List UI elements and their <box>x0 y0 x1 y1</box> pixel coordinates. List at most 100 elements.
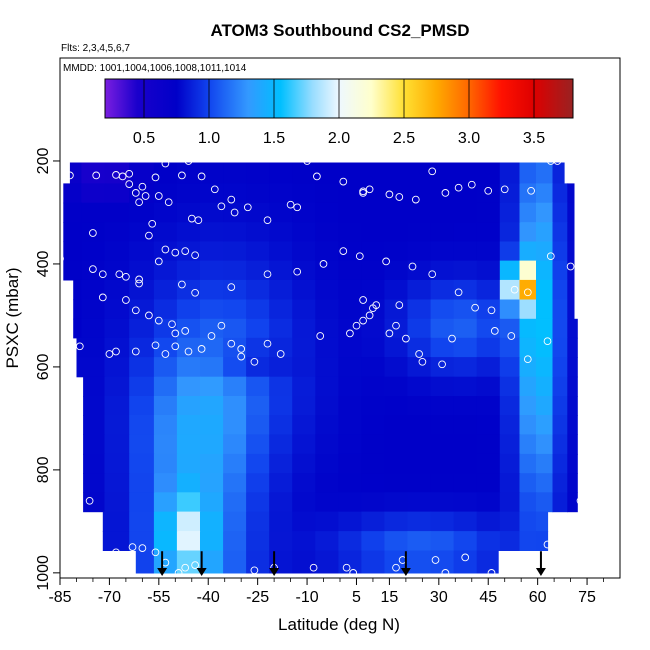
heatmap-cell <box>519 415 537 435</box>
heatmap-cell <box>246 202 270 223</box>
heatmap-cell <box>499 202 521 223</box>
profile-arrows <box>157 551 546 576</box>
heatmap-cell <box>536 511 549 532</box>
heatmap-cell <box>552 183 568 204</box>
observation-point <box>138 544 147 552</box>
heatmap-cell <box>153 162 178 184</box>
heatmap-cell <box>361 550 386 574</box>
observation-point <box>546 252 555 261</box>
heatmap-cell <box>200 511 224 532</box>
observation-point <box>105 350 114 358</box>
heatmap-cell <box>536 202 554 223</box>
heatmap-cell <box>567 396 578 416</box>
heatmap-cell <box>153 241 178 262</box>
heatmap-cell <box>476 162 501 184</box>
heatmap-cell <box>499 260 521 281</box>
observation-point <box>178 171 186 180</box>
heatmap-cell <box>73 318 82 339</box>
heatmap-cell <box>499 511 521 532</box>
heatmap-cell <box>476 396 501 416</box>
heatmap-cell <box>476 260 501 281</box>
observation-point <box>230 208 239 217</box>
heatmap-cell <box>135 550 155 574</box>
observation-point <box>543 337 552 346</box>
heatmap-cell <box>361 396 386 416</box>
x-tick-label: -85 <box>48 589 71 606</box>
heatmap-cell <box>476 222 501 243</box>
heatmap-cell <box>430 511 455 532</box>
heatmap-cell <box>384 511 409 532</box>
heatmap-cell <box>292 415 316 435</box>
heatmap-cell <box>430 492 455 513</box>
heatmap-cell <box>338 396 363 416</box>
y-tick-label: 600 <box>35 353 52 380</box>
heatmap-cell <box>269 550 293 574</box>
heatmap-cell <box>384 318 409 339</box>
heatmap-cell <box>104 434 130 455</box>
heatmap-cell <box>567 202 575 223</box>
observation-point <box>392 321 400 330</box>
observation-point <box>576 496 585 505</box>
observation-point <box>171 248 180 257</box>
heatmap-cell <box>519 202 537 223</box>
heatmap-cell <box>292 299 316 320</box>
heatmap-cell <box>407 337 432 358</box>
observation-point <box>487 569 496 577</box>
colorbar-ticks: 0.5 1.0 1.5 2.0 2.5 3.0 3.5 <box>133 79 545 147</box>
heatmap-cell <box>476 337 501 358</box>
heatmap-cell <box>519 511 537 532</box>
profile-arrow-head <box>157 567 168 576</box>
heatmap-cell <box>81 279 106 301</box>
heatmap-cell <box>430 453 455 474</box>
heatmap-cell <box>430 550 455 574</box>
heatmap-cell <box>567 473 578 493</box>
heatmap-cell <box>153 473 178 493</box>
x-tick-label: -70 <box>98 589 121 606</box>
heatmap-cell <box>176 299 201 320</box>
heatmap-cell <box>338 260 363 281</box>
observation-point <box>164 198 173 207</box>
observation-point <box>112 548 120 557</box>
observation-point <box>217 202 226 211</box>
heatmap-cell <box>315 279 339 301</box>
heatmap-cell <box>176 222 201 243</box>
heatmap-cell <box>567 434 578 455</box>
heatmap-cell <box>519 318 537 339</box>
observation-point <box>487 306 496 315</box>
heatmap-cell <box>176 183 201 204</box>
observation-point <box>507 332 516 340</box>
heatmap-cell <box>73 279 82 301</box>
heatmap-cell <box>269 473 293 493</box>
heatmap-cell <box>83 473 106 493</box>
heatmap-cell <box>536 337 554 358</box>
heatmap-cell <box>292 511 316 532</box>
observation-point <box>135 275 143 284</box>
observation-point <box>454 183 463 192</box>
heatmap-cell <box>63 241 82 262</box>
heatmap-cell <box>567 241 575 262</box>
heatmap-cell <box>200 279 224 301</box>
heatmap-cell <box>315 162 339 184</box>
heatmap-cell <box>200 241 224 262</box>
heatmap-cell <box>499 279 521 301</box>
heatmap-cell <box>430 337 455 358</box>
observation-point <box>174 569 183 577</box>
heatmap-cell <box>476 453 501 474</box>
heatmap-cell <box>223 434 247 455</box>
heatmap-cell <box>153 415 178 435</box>
heatmap-cell <box>499 222 521 243</box>
heatmap-cell <box>104 396 130 416</box>
heatmap-cell <box>292 162 316 184</box>
observation-point <box>154 257 163 266</box>
heatmap-cell <box>361 241 386 262</box>
x-axis-label: Latitude (deg N) <box>278 615 400 634</box>
heatmap-cell <box>153 279 178 301</box>
heatmap-cell <box>519 241 537 262</box>
heatmap-cell <box>292 453 316 474</box>
heatmap-cell <box>246 376 270 397</box>
heatmap-cells <box>63 162 578 574</box>
observation-point <box>187 214 196 223</box>
heatmap-cell <box>315 473 339 493</box>
observation-point <box>293 203 302 212</box>
observation-point <box>181 247 190 255</box>
